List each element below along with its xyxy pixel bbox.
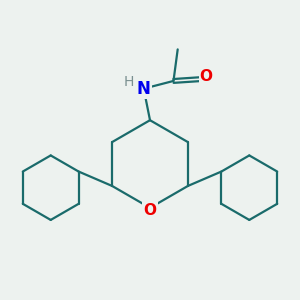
- Text: O: O: [200, 69, 213, 84]
- Text: N: N: [137, 80, 151, 98]
- Text: O: O: [143, 203, 157, 218]
- Text: H: H: [124, 75, 134, 89]
